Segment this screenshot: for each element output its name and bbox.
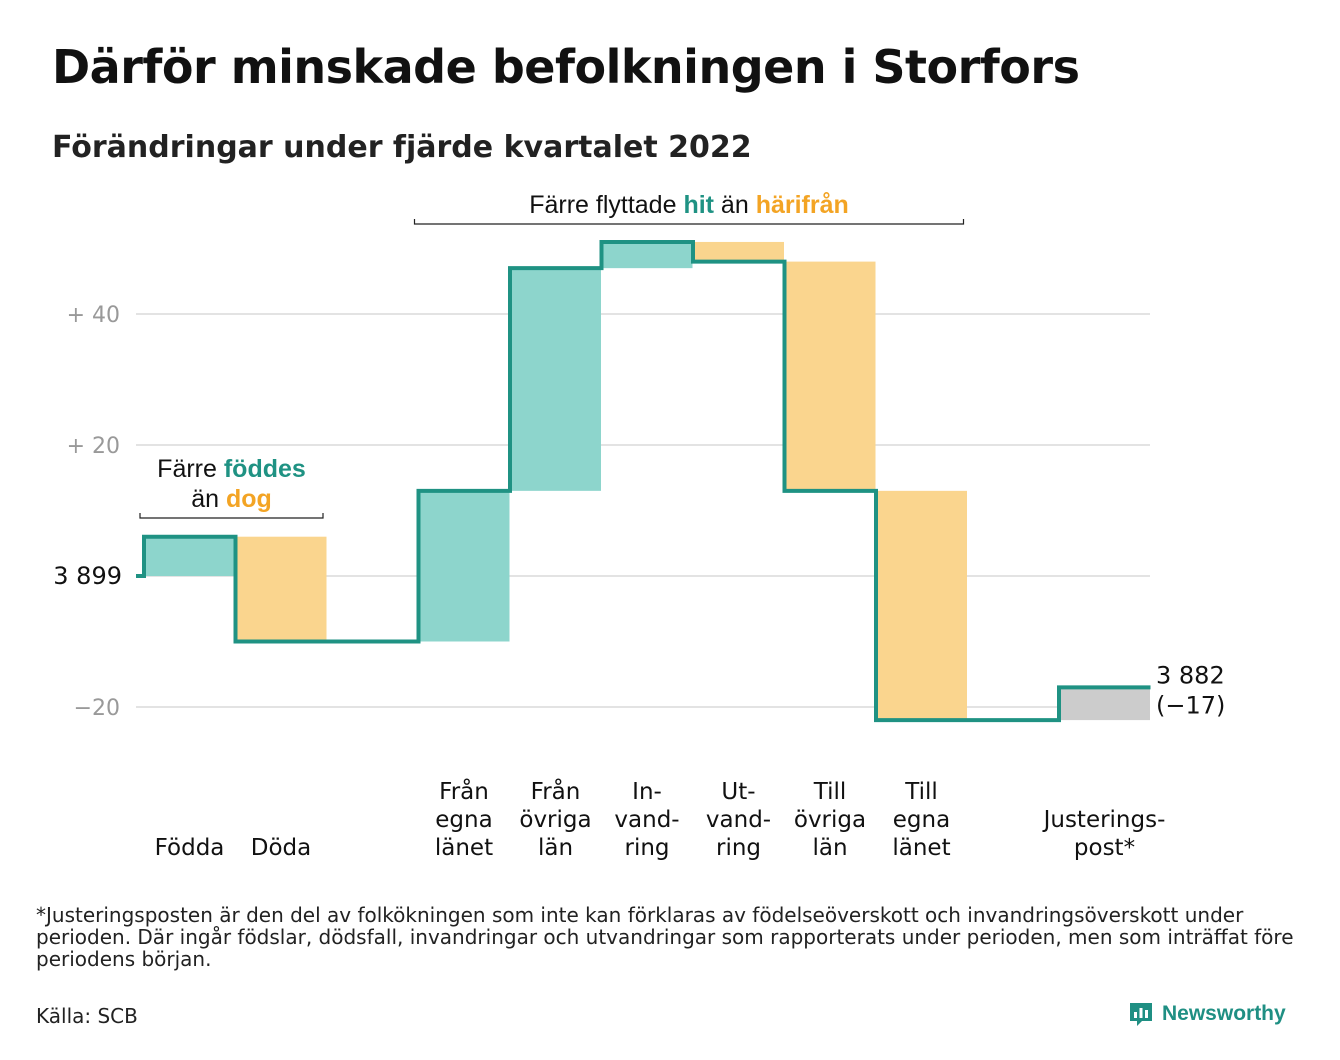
source-note: Källa: SCB [36,1004,138,1028]
category-label: län [538,835,573,861]
category-label: ring [716,835,761,861]
category-label: Födda [155,835,225,861]
category-label: länet [892,835,950,861]
category-label: Till [813,779,847,805]
start-value-label: 3 899 [53,562,122,590]
category-label: egna [893,807,950,833]
end-value-label: 3 882 [1156,661,1225,689]
annotation-text: än dog [191,485,272,513]
waterfall-bar [235,536,327,642]
waterfall-bar [693,241,784,262]
chart-title: Därför minskade befolkningen i Storfors [52,40,1080,94]
waterfall-bar [876,490,967,721]
y-tick-label: −20 [74,696,120,721]
waterfall-bar [144,536,235,576]
category-label: Från [439,777,489,805]
waterfall-bar [418,490,510,642]
waterfall-bar [510,268,601,491]
category-label: ring [624,835,669,861]
category-label: vand- [614,807,679,833]
category-label: Från [531,777,581,805]
annotation-bracket [413,219,965,225]
newsworthy-logo-icon [1128,1001,1154,1027]
category-label: Till [904,779,938,805]
y-tick-label: + 20 [67,434,120,459]
footnote: *Justeringsposten är den del av folkökni… [36,903,1294,971]
category-label: länet [435,835,493,861]
annotation-bracket [139,513,324,519]
category-label: län [812,835,847,861]
chart-subtitle: Förändringar under fjärde kvartalet 2022 [52,130,752,165]
category-label: In- [632,779,662,805]
category-label: egna [435,807,492,833]
waterfall-bar [1059,687,1150,721]
category-label: post* [1074,835,1135,861]
category-label: övriga [794,807,866,833]
category-label: Justerings- [1042,807,1166,833]
annotation-text: Färre flyttade hit än härifrån [529,191,849,219]
category-label: vand- [706,807,771,833]
brand-logo[interactable]: Newsworthy [1128,998,1286,1030]
category-label: Ut- [721,779,755,805]
annotation-text: Färre föddes [157,455,306,483]
category-label: Döda [251,835,311,861]
end-change-label: (−17) [1156,691,1225,719]
cumulative-step-line [136,239,1151,723]
category-label: övriga [519,807,591,833]
y-tick-label: + 40 [67,303,120,328]
brand-name: Newsworthy [1162,1002,1286,1025]
waterfall-bar [784,261,876,491]
waterfall-bar [601,241,693,269]
